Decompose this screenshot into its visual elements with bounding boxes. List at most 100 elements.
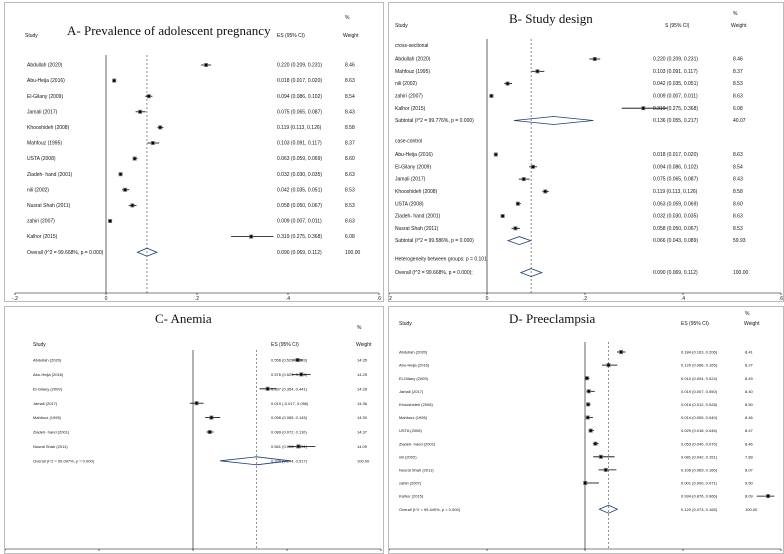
study-label: Mahfouz (1995) bbox=[27, 141, 62, 147]
x-tick-label: .2 bbox=[195, 296, 199, 301]
header-study: Study bbox=[33, 342, 46, 348]
panel-title: A- Prevalence of adolescent pregnancy bbox=[67, 23, 271, 38]
weight-value: 6.08 bbox=[733, 106, 743, 112]
study-label: nili (2002) bbox=[395, 81, 417, 87]
point-estimate bbox=[494, 153, 498, 156]
x-tick-label: -1 bbox=[389, 552, 392, 553]
study-label: Ziadeh- hand (2001) bbox=[33, 430, 70, 435]
study-label: Ziadeh- hand (2001) bbox=[399, 441, 436, 446]
subtotal-label: Subtotal (I^2 = 99.586%, p = 0.000) bbox=[395, 238, 474, 244]
header-es: ES (95% CI) bbox=[277, 33, 305, 39]
es-value: 0.014 (0.005, 0.040) bbox=[681, 415, 718, 420]
weight-value: 14.09 bbox=[357, 444, 368, 449]
weight-value: 8.53 bbox=[733, 81, 743, 87]
study-label: Abu-Heija (2016) bbox=[27, 78, 65, 84]
overall-es: 0.120 (0.073, 0.165) bbox=[681, 507, 718, 512]
weight-value: 8.37 bbox=[733, 69, 743, 75]
weight-value: 8.43 bbox=[345, 109, 355, 115]
es-value: 0.042 (0.035, 0.051) bbox=[277, 187, 322, 193]
point-estimate bbox=[266, 387, 269, 391]
weight-value: 8.53 bbox=[345, 187, 355, 193]
subtotal-es: 0.136 (0.055, 0.217) bbox=[653, 118, 698, 124]
es-value: 0.220 (0.209, 0.231) bbox=[653, 57, 698, 63]
study-label: Kalhor (2015) bbox=[395, 106, 426, 112]
study-label: Ziadeh- hand (2001) bbox=[395, 214, 441, 220]
point-estimate bbox=[586, 403, 590, 406]
es-value: 0.089 (0.072, 0.110) bbox=[271, 430, 307, 435]
point-estimate bbox=[296, 358, 299, 362]
x-tick-label: .5 bbox=[681, 552, 685, 553]
point-estimate bbox=[210, 416, 213, 419]
header-pct: % bbox=[733, 11, 738, 17]
point-estimate bbox=[506, 82, 509, 85]
study-label: Nusrat Shah (2011) bbox=[395, 226, 439, 232]
study-label: Khooshideh (2008) bbox=[399, 402, 433, 407]
point-estimate bbox=[297, 445, 300, 448]
forest-plot: Abdullah (2020) 0.220 (0.209, 0.231) 8.46 A… bbox=[12, 55, 381, 301]
forest-plot: Abdullah (2020) 0.556 (0.529, 0.583) 14.35… bbox=[5, 350, 383, 553]
x-tick-label: .5 bbox=[285, 552, 289, 553]
header-es: ES (95% CI) bbox=[271, 342, 299, 348]
x-tick-label: .2 bbox=[583, 296, 587, 301]
header-pct: % bbox=[357, 325, 362, 331]
x-tick-label: .4 bbox=[286, 296, 290, 301]
forest-plot: Abdullah (2020) 0.184 (0.163, 0.206) 8.41 A… bbox=[389, 342, 783, 553]
header-pct: % bbox=[745, 311, 750, 317]
weight-value: 8.46 bbox=[745, 441, 754, 446]
x-tick-label: .6 bbox=[377, 296, 381, 301]
study-label: USTA (2008) bbox=[395, 201, 424, 207]
weight-value: 14.35 bbox=[357, 358, 368, 363]
weight-value: 8.53 bbox=[733, 226, 743, 232]
weight-value: 8.54 bbox=[345, 94, 355, 100]
es-value: 0.103 (0.091, 0.117) bbox=[277, 141, 322, 147]
weight-value: 8.54 bbox=[733, 164, 743, 170]
point-estimate bbox=[587, 390, 591, 393]
weight-value: 8.60 bbox=[345, 156, 355, 162]
overall-label: Overall (I^2 = 99.668%, p = 0.000); bbox=[395, 270, 473, 276]
study-label: Kalhor (2015) bbox=[399, 494, 424, 499]
point-estimate bbox=[249, 235, 253, 238]
study-label: Mahfouz (1995) bbox=[33, 415, 62, 420]
weight-value: 8.37 bbox=[345, 141, 355, 147]
es-value: 0.075 (0.065, 0.087) bbox=[277, 109, 322, 115]
point-estimate bbox=[131, 204, 134, 207]
weight-value: 8.07 bbox=[745, 468, 754, 473]
study-label: Kalhor (2015) bbox=[27, 234, 58, 240]
study-label: zahiri (2007) bbox=[395, 94, 423, 100]
weight-value: 8.63 bbox=[345, 172, 355, 178]
es-value: 0.094 (0.086, 0.102) bbox=[277, 94, 322, 100]
panel-title: D- Preeclampsia bbox=[509, 311, 596, 326]
es-value: 0.576 (0.525, 0.626) bbox=[271, 372, 308, 377]
point-estimate bbox=[151, 141, 155, 145]
es-value: 0.075 (0.065, 0.087) bbox=[653, 177, 698, 183]
es-value: 0.019 (-0.017, 0.056) bbox=[271, 401, 309, 406]
study-label: Jamali (2017) bbox=[395, 177, 426, 183]
header-pct: % bbox=[345, 15, 350, 21]
panel-c: C- Anemia % Study ES (95% CI) Weight Abd… bbox=[4, 306, 384, 554]
point-estimate bbox=[501, 214, 504, 218]
x-tick-label: -.5 bbox=[97, 552, 102, 553]
es-value: 0.010 (0.004, 0.024) bbox=[681, 376, 718, 381]
point-estimate bbox=[158, 126, 162, 129]
es-value: 0.119 (0.113, 0.126) bbox=[653, 189, 698, 195]
weight-value: 8.43 bbox=[733, 177, 743, 183]
heterogeneity-label: Heterogeneity between groups: p = 0.101 bbox=[395, 257, 487, 263]
es-value: 0.018 (0.017, 0.020) bbox=[653, 152, 698, 158]
es-value: 0.042 (0.035, 0.051) bbox=[653, 81, 698, 87]
point-estimate bbox=[594, 442, 597, 445]
weight-value: 8.09 bbox=[745, 494, 754, 499]
x-tick-label: 0 bbox=[192, 552, 195, 553]
point-estimate bbox=[195, 401, 198, 405]
panel-title: B- Study design bbox=[509, 11, 593, 26]
study-label: Jamali (2017) bbox=[33, 401, 58, 406]
study-label: El-Gilany (2009) bbox=[399, 376, 429, 381]
weight-value: 8.58 bbox=[345, 125, 355, 131]
es-value: 0.058 (0.050, 0.067) bbox=[653, 226, 698, 232]
panel-title: C- Anemia bbox=[155, 311, 212, 326]
x-tick-label: 0 bbox=[105, 296, 108, 301]
es-value: 0.063 (0.059, 0.069) bbox=[653, 201, 698, 207]
es-value: 0.934 (0.876, 0.966) bbox=[681, 494, 718, 499]
pooled-diamond bbox=[506, 236, 532, 246]
subtotal-weight: 59.93 bbox=[733, 238, 746, 244]
overall-label: Overall (I^2 = 99.097%, p = 0.000) bbox=[33, 458, 95, 463]
